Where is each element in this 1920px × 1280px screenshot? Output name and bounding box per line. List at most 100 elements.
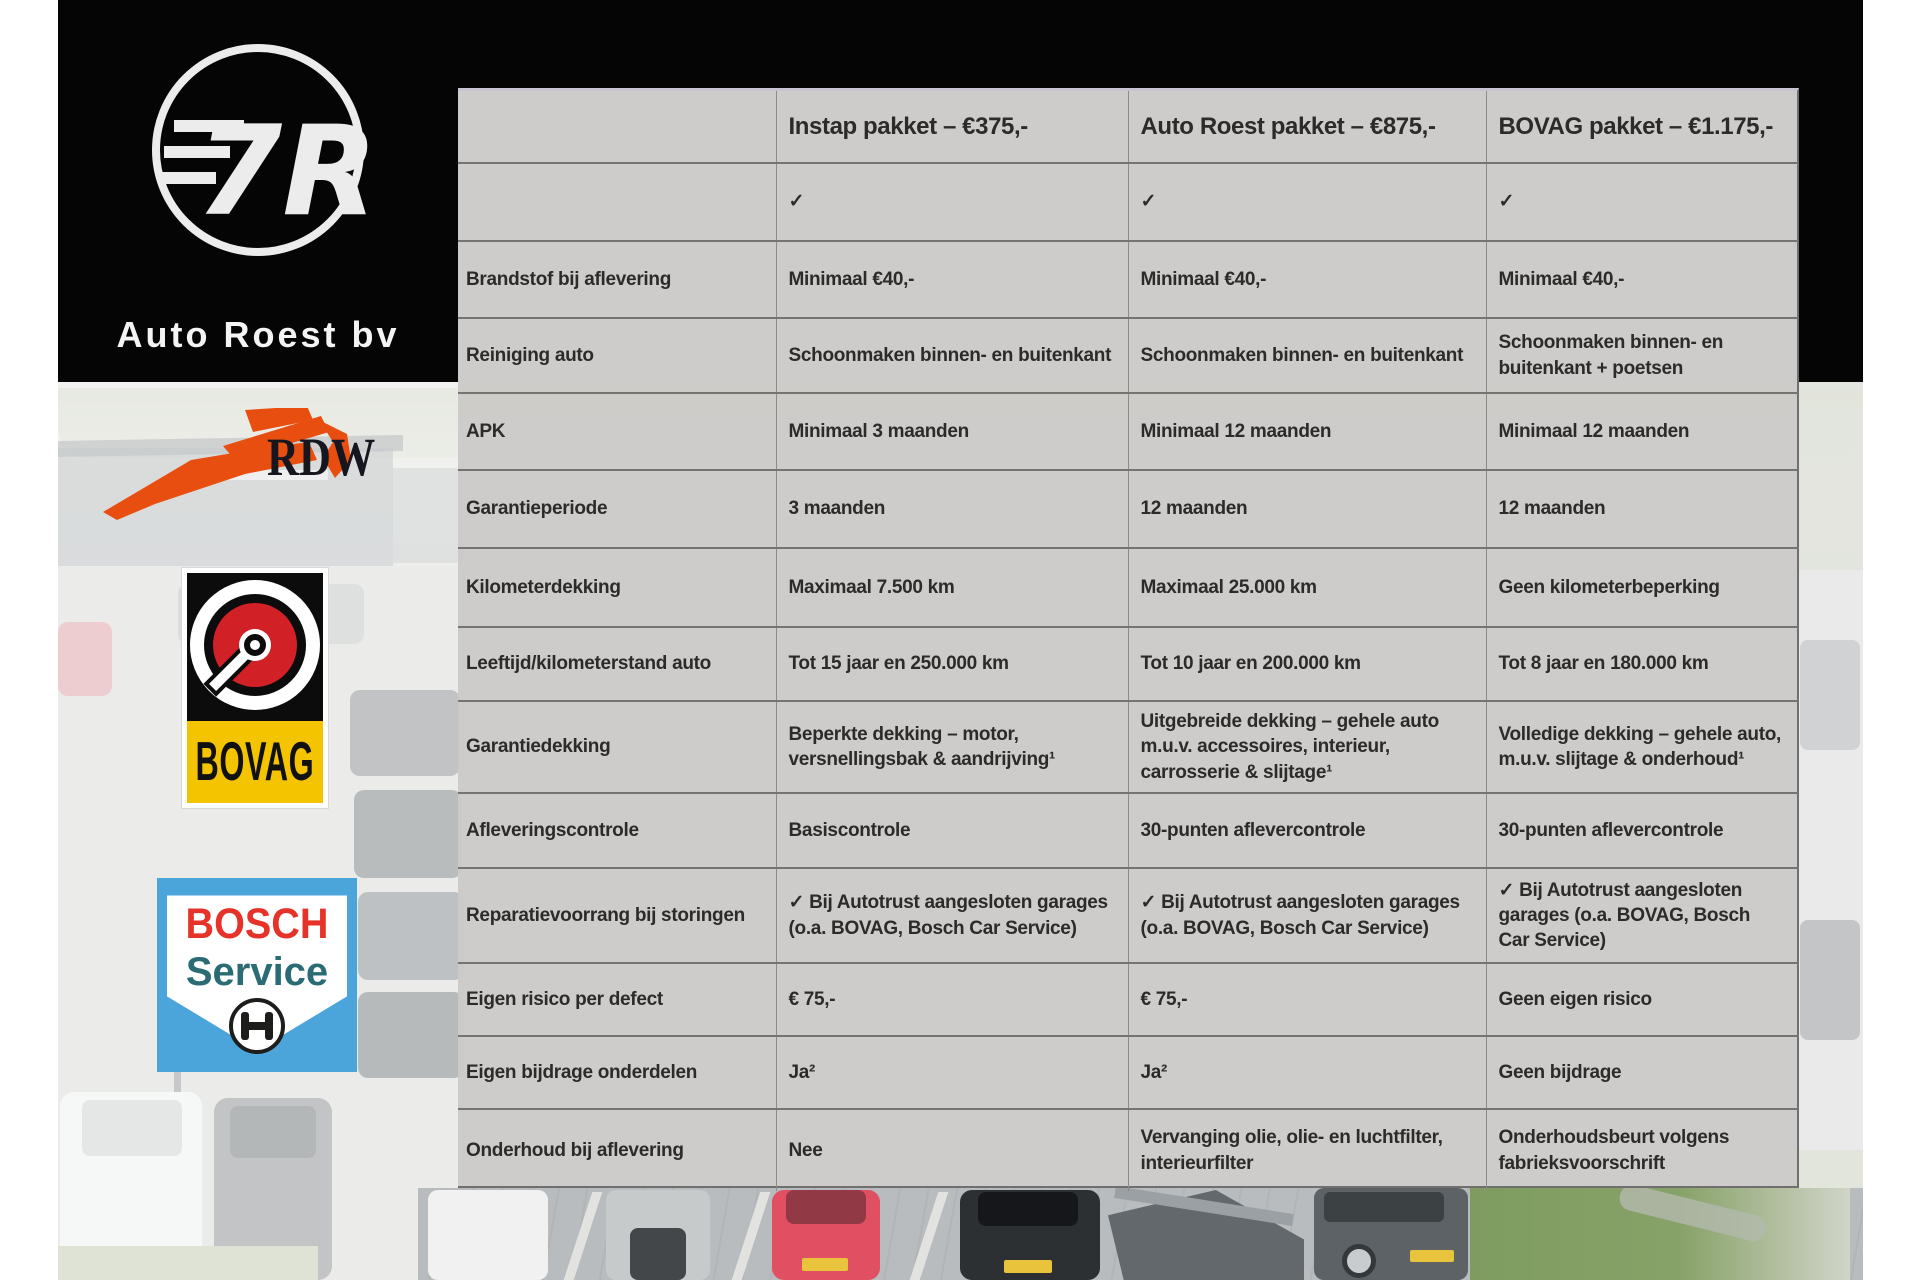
header-empty (458, 91, 776, 163)
cell-bovag: ✓ Bij Autotrust aangesloten garages (o.a… (1485, 867, 1799, 963)
table-row-leeftijd: Leeftijd/kilometerstand auto Tot 15 jaar… (458, 626, 1799, 701)
cell-auto-roest: Schoonmaken binnen- en buitenkant (1127, 317, 1486, 393)
row-label: Reparatievoorrang bij storingen (458, 867, 776, 963)
cell-instap: € 75,- (775, 962, 1128, 1036)
cell-bovag: Geen kilometerbeperking (1485, 547, 1799, 627)
photo-car-windshield (978, 1192, 1078, 1226)
row-label: Onderhoud bij aflevering (458, 1108, 776, 1191)
cell-bovag: Minimaal 12 maanden (1485, 392, 1799, 470)
row-label: Reiniging auto (458, 317, 776, 393)
table-row-reparatievoorrang: Reparatievoorrang bij storingen ✓ Bij Au… (458, 867, 1799, 963)
cell-instap: Tot 15 jaar en 250.000 km (775, 626, 1128, 701)
cell-bovag: Onderhoudsbeurt volgens fabrieksvoorschr… (1485, 1108, 1799, 1191)
check-icon: ✓ (1127, 162, 1486, 241)
black-right-band (1798, 0, 1863, 382)
row-label: Kilometerdekking (458, 547, 776, 627)
cell-auto-roest: Uitgebreide dekking – gehele auto m.u.v.… (1127, 700, 1486, 793)
table-row-garantieperiode: Garantieperiode 3 maanden 12 maanden 12 … (458, 469, 1799, 548)
photo-car-gray (1800, 640, 1860, 750)
cell-auto-roest: Minimaal 12 maanden (1127, 392, 1486, 470)
photo-van-windshield (1324, 1192, 1444, 1222)
photo-car-dark (350, 690, 460, 776)
photo-building-sign (208, 470, 328, 480)
right-margin (1863, 0, 1920, 1280)
table-row-afleveringscontrole: Afleveringscontrole Basiscontrole 30-pun… (458, 792, 1799, 868)
cell-auto-roest: € 75,- (1127, 962, 1486, 1036)
photo-car-windshield (82, 1100, 182, 1156)
cell-bovag: Volledige dekking – gehele auto, m.u.v. … (1485, 700, 1799, 793)
cell-bovag: Schoonmaken binnen- en buitenkant + poet… (1485, 317, 1799, 393)
row-label: Garantiedekking (458, 700, 776, 793)
check-icon: ✓ (775, 162, 1128, 241)
cell-bovag: 30-punten aflevercontrole (1485, 792, 1799, 868)
cell-auto-roest: Maximaal 25.000 km (1127, 547, 1486, 627)
photo-car-grille (630, 1228, 686, 1280)
cell-auto-roest: 12 maanden (1127, 469, 1486, 548)
cell-auto-roest: 30-punten aflevercontrole (1127, 792, 1486, 868)
cell-auto-roest: Ja² (1127, 1035, 1486, 1109)
svg-text:7R: 7R (196, 100, 378, 244)
cell-auto-roest: Vervanging olie, olie- en luchtfilter, i… (1127, 1108, 1486, 1191)
cell-bovag: Tot 8 jaar en 180.000 km (1485, 626, 1799, 701)
photo-car-windshield (230, 1106, 316, 1158)
left-margin (0, 0, 58, 1280)
photo-license-plate (802, 1258, 848, 1271)
photo-car-dark (358, 992, 464, 1078)
photo-trees-right (1798, 380, 1863, 570)
bovag-logo: BOVAG (182, 568, 328, 808)
package-comparison-table: Instap pakket – €375,- Auto Roest pakket… (458, 88, 1799, 1191)
cell-instap: Ja² (775, 1035, 1128, 1109)
cell-instap: Minimaal €40,- (775, 240, 1128, 318)
cell-instap: ✓ Bij Autotrust aangesloten garages (o.a… (775, 867, 1128, 963)
table-row-brandstof: Brandstof bij aflevering Minimaal €40,- … (458, 240, 1799, 318)
table-row-reiniging: Reiniging auto Schoonmaken binnen- en bu… (458, 317, 1799, 393)
bosch-service-logo: BOSCH Service (157, 878, 357, 1072)
rdw-logo: RDW (95, 406, 425, 528)
photo-car-dark (1800, 920, 1860, 1040)
bovag-emblem (187, 573, 323, 721)
photo-car-white (428, 1190, 548, 1280)
header-row: Instap pakket – €375,- Auto Roest pakket… (458, 91, 1799, 163)
row-label: Eigen bijdrage onderdelen (458, 1035, 776, 1109)
table-row-apk: APK Minimaal 3 maanden Minimaal 12 maand… (458, 392, 1799, 470)
photo-building-annex (393, 468, 463, 563)
brand-name: Auto Roest bv (116, 314, 400, 355)
photo-car-windshield (786, 1190, 866, 1224)
row-label: Garantieperiode (458, 469, 776, 548)
auto-roest-7r-logo-icon: 7R (152, 44, 378, 256)
table-row-onderhoud: Onderhoud bij aflevering Nee Vervanging … (458, 1108, 1799, 1191)
photo-grass (58, 1246, 318, 1280)
row-label: Eigen risico per defect (458, 962, 776, 1036)
header-instap-pakket: Instap pakket – €375,- (775, 91, 1128, 163)
cell-instap: Minimaal 3 maanden (775, 392, 1128, 470)
row-label: Leeftijd/kilometerstand auto (458, 626, 776, 701)
cell-instap: 3 maanden (775, 469, 1128, 548)
cell-bovag: 12 maanden (1485, 469, 1799, 548)
cell-instap: Schoonmaken binnen- en buitenkant (775, 317, 1128, 393)
auto-roest-logo-box: 7R Auto Roest bv (58, 0, 458, 382)
photo-car-red (58, 622, 112, 696)
bovag-q-icon (190, 580, 320, 710)
header-auto-roest-pakket: Auto Roest pakket – €875,- (1127, 91, 1486, 163)
bovag-wordmark: BOVAG (195, 731, 315, 793)
table-row-eigen-bijdrage: Eigen bijdrage onderdelen Ja² Ja² Geen b… (458, 1035, 1799, 1109)
cell-auto-roest: Minimaal €40,- (1127, 240, 1486, 318)
rdw-wordmark: RDW (267, 427, 376, 487)
check-icon: ✓ (1485, 162, 1799, 241)
cell-bovag: Geen bijdrage (1485, 1035, 1799, 1109)
header-bovag-pakket: BOVAG pakket – €1.175,- (1485, 91, 1799, 163)
row-label: Afleveringscontrole (458, 792, 776, 868)
table-row-garantiedekking: Garantiedekking Beperkte dekking – motor… (458, 700, 1799, 793)
photo-license-plate (1410, 1250, 1454, 1262)
cell-bovag: Geen eigen risico (1485, 962, 1799, 1036)
bosch-wordmark: BOSCH (185, 900, 329, 948)
table-row-kilometerdekking: Kilometerdekking Maximaal 7.500 km Maxim… (458, 547, 1799, 627)
check-row: ✓ ✓ ✓ (458, 162, 1799, 241)
bosch-service-wordmark: Service (185, 950, 329, 994)
cell-bovag: Minimaal €40,- (1485, 240, 1799, 318)
photo-van-wheel (1342, 1244, 1376, 1278)
cell-instap: Maximaal 7.500 km (775, 547, 1128, 627)
photo-car-dark (358, 892, 464, 980)
rdw-wing-icon (103, 406, 351, 520)
